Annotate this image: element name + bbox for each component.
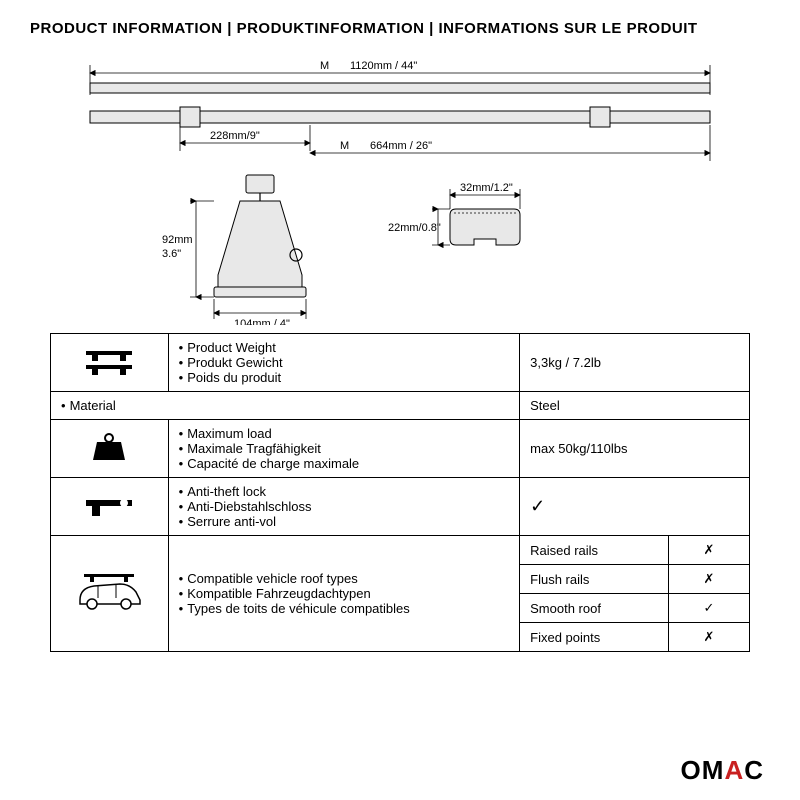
brand-logo: OMAC — [681, 755, 764, 786]
load-labels: Maximum load Maximale Tragfähigkeit Capa… — [168, 420, 520, 478]
dim-664: M 664mm / 26" — [310, 125, 710, 161]
roof-opt-label: Raised rails — [520, 536, 669, 565]
foot-tower: 92mm 3.6" 104mm / 4" — [162, 175, 306, 325]
crossbar-assembly — [90, 107, 710, 127]
load-value: max 50kg/110lbs — [520, 420, 750, 478]
lock-labels: Anti-theft lock Anti-Diebstahlschloss Se… — [168, 478, 520, 536]
roof-opt-label: Fixed points — [520, 623, 669, 652]
lock-value: ✓ — [520, 478, 750, 536]
title-en: PRODUCT INFORMATION — [30, 20, 223, 37]
roof-opt-label: Flush rails — [520, 565, 669, 594]
dim-228: 228mm/9" — [180, 125, 310, 151]
svg-text:M: M — [340, 140, 349, 152]
table-row: Product Weight Produkt Gewicht Poids du … — [51, 334, 750, 392]
svg-text:664mm / 26": 664mm / 26" — [370, 140, 432, 152]
svg-text:228mm/9": 228mm/9" — [210, 130, 260, 142]
table-row: Anti-theft lock Anti-Diebstahlschloss Se… — [51, 478, 750, 536]
page-title: PRODUCT INFORMATION | PRODUKTINFORMATION… — [30, 20, 770, 37]
roof-opt-label: Smooth roof — [520, 594, 669, 623]
svg-text:32mm/1.2": 32mm/1.2" — [460, 182, 513, 194]
svg-text:22mm/0.8": 22mm/0.8" — [388, 222, 441, 234]
svg-text:3.6": 3.6" — [162, 248, 181, 260]
lock-icon — [51, 478, 169, 536]
spec-table: Product Weight Produkt Gewicht Poids du … — [50, 333, 750, 652]
svg-text:104mm / 4": 104mm / 4" — [234, 318, 290, 325]
profile-section: 32mm/1.2" 22mm/0.8" — [388, 182, 520, 245]
roof-opt-value: ✗ — [668, 565, 749, 594]
car-icon — [51, 536, 169, 652]
svg-text:1120mm / 44": 1120mm / 44" — [350, 60, 417, 72]
table-row: Compatible vehicle roof types Kompatible… — [51, 536, 750, 565]
svg-text:M: M — [320, 60, 329, 72]
bars-icon — [51, 334, 169, 392]
table-row: Material Steel — [51, 392, 750, 420]
technical-diagram: M 1120mm / 44" 228mm/9" M 664mm / 26" 92… — [30, 55, 770, 325]
roof-opt-value: ✓ — [668, 594, 749, 623]
weight-value: 3,3kg / 7.2lb — [520, 334, 750, 392]
title-fr: INFORMATIONS SUR LE PRODUIT — [439, 20, 698, 37]
material-label: Material — [51, 392, 520, 420]
svg-text:92mm: 92mm — [162, 234, 193, 246]
roof-opt-value: ✗ — [668, 536, 749, 565]
title-de: PRODUKTINFORMATION — [237, 20, 425, 37]
crossbar-top — [90, 83, 710, 93]
table-row: Maximum load Maximale Tragfähigkeit Capa… — [51, 420, 750, 478]
roof-labels: Compatible vehicle roof types Kompatible… — [168, 536, 520, 652]
roof-opt-value: ✗ — [668, 623, 749, 652]
material-value: Steel — [520, 392, 750, 420]
weight-icon — [51, 420, 169, 478]
weight-labels: Product Weight Produkt Gewicht Poids du … — [168, 334, 520, 392]
